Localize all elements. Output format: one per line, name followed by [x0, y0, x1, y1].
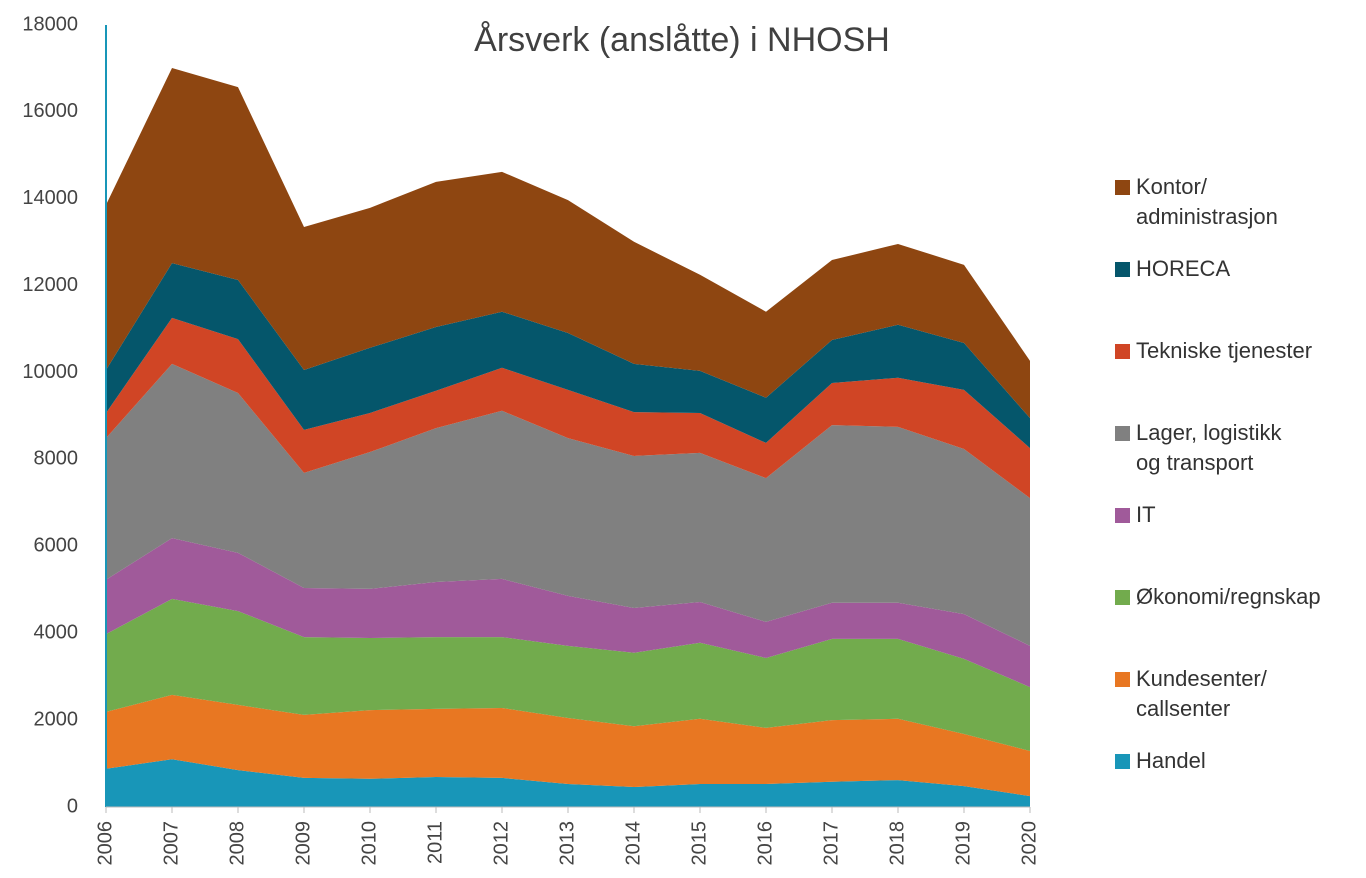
legend-item: Tekniske tjenester: [1115, 336, 1312, 366]
x-tick-label: 2009: [292, 821, 314, 866]
y-tick-label: 10000: [22, 361, 78, 383]
plot-area: [106, 68, 1030, 807]
x-tick-label: 2011: [424, 821, 446, 864]
x-tick-label: 2013: [556, 821, 578, 866]
x-tick-label: 2006: [94, 821, 116, 866]
legend-label: Handel: [1136, 748, 1206, 773]
legend-swatch: [1115, 590, 1130, 605]
legend-label: Kundesenter/ callsenter: [1136, 666, 1267, 721]
y-tick-label: 6000: [34, 535, 79, 557]
y-tick-label: 8000: [34, 448, 79, 470]
x-tick-label: 2018: [886, 821, 908, 866]
legend-label: Lager, logistikk og transport: [1136, 420, 1282, 475]
area: [106, 538, 1030, 688]
x-tick-label: 2015: [688, 821, 710, 866]
legend-swatch: [1115, 426, 1130, 441]
y-tick-label: 0: [67, 795, 78, 817]
legend-label: HORECA: [1136, 256, 1231, 281]
legend-swatch: [1115, 180, 1130, 195]
y-tick-label: 18000: [22, 13, 78, 35]
legend-swatch: [1115, 344, 1130, 359]
x-tick-label: 2014: [622, 821, 644, 866]
y-tick-label: 2000: [34, 708, 79, 730]
x-tick-label: 2017: [820, 821, 842, 866]
legend-swatch: [1115, 672, 1130, 687]
x-tick-label: 2010: [358, 821, 380, 866]
area: [106, 694, 1030, 797]
x-tick-label: 2019: [952, 821, 974, 866]
legend-item: IT: [1115, 500, 1156, 530]
x-tick-label: 2020: [1018, 821, 1040, 866]
legend-label: Økonomi/regnskap: [1136, 584, 1321, 609]
area: [106, 263, 1030, 449]
y-tick-label: 4000: [34, 622, 79, 644]
legend-swatch: [1115, 754, 1130, 769]
x-tick-label: 2007: [160, 821, 182, 866]
y-tick-label: 14000: [22, 187, 78, 209]
legend-label: Tekniske tjenester: [1136, 338, 1313, 363]
legend-item: Kontor/ administrasjon: [1115, 172, 1278, 232]
legend-item: Handel: [1115, 746, 1206, 776]
area: [106, 759, 1030, 807]
area: [106, 317, 1030, 499]
x-tick-label: 2016: [754, 821, 776, 866]
legend-label: Kontor/ administrasjon: [1136, 174, 1278, 229]
area: [106, 598, 1030, 751]
legend-swatch: [1115, 262, 1130, 277]
legend-item: Økonomi/regnskap: [1115, 582, 1321, 612]
chart-title: Årsverk (anslåtte) i NHOSH: [474, 21, 890, 59]
x-tick-label: 2012: [490, 821, 512, 866]
area: [106, 68, 1030, 419]
y-tick-label: 12000: [22, 274, 78, 296]
legend-item: Lager, logistikk og transport: [1115, 418, 1282, 478]
legend-label: IT: [1136, 502, 1156, 527]
legend-swatch: [1115, 508, 1130, 523]
y-tick-label: 16000: [22, 100, 78, 122]
legend-item: Kundesenter/ callsenter: [1115, 664, 1267, 724]
area: [106, 363, 1030, 646]
legend-item: HORECA: [1115, 254, 1230, 284]
x-tick-label: 2008: [226, 821, 248, 866]
